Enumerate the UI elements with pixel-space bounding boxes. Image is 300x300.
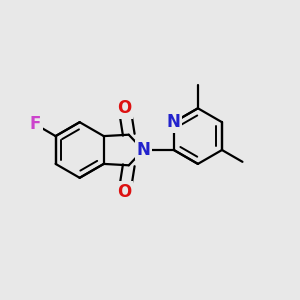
Text: F: F [30,116,41,134]
Text: O: O [118,99,132,117]
Text: N: N [136,141,150,159]
Text: O: O [118,183,132,201]
Text: N: N [167,113,181,131]
